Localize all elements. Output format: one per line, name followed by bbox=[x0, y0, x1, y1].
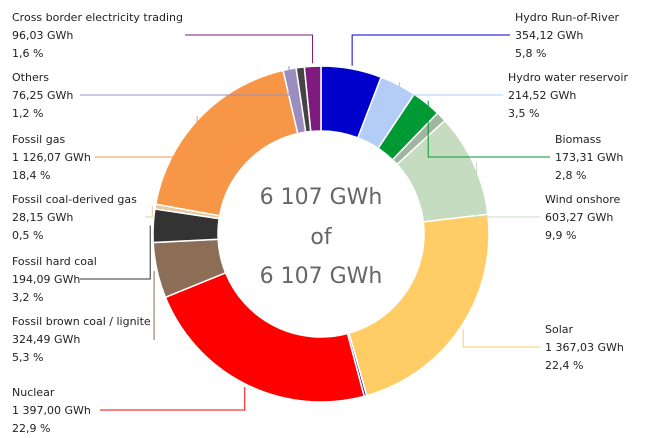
share-label: 5,3 % bbox=[12, 351, 43, 364]
leader-line bbox=[399, 82, 503, 96]
slice-label: Fossil coal-derived gas bbox=[12, 193, 137, 206]
slices bbox=[152, 65, 490, 403]
leader-line bbox=[145, 206, 153, 218]
value-label: 28,15 GWh bbox=[12, 211, 73, 224]
share-label: 9,9 % bbox=[545, 229, 576, 242]
leader-line bbox=[475, 162, 540, 218]
share-label: 5,8 % bbox=[515, 47, 546, 60]
share-label: 3,5 % bbox=[508, 107, 539, 120]
slice-label: Biomass bbox=[555, 133, 602, 146]
slice-label: Solar bbox=[545, 323, 574, 336]
share-label: 1,2 % bbox=[12, 107, 43, 120]
value-label: 1 367,03 GWh bbox=[545, 341, 624, 354]
leader-line bbox=[427, 100, 550, 158]
leader-line bbox=[80, 66, 290, 96]
slice-label: Fossil gas bbox=[12, 133, 65, 146]
leader-line bbox=[185, 34, 314, 64]
share-label: 22,9 % bbox=[12, 422, 50, 435]
leader-line bbox=[462, 328, 540, 348]
leader-line bbox=[153, 271, 155, 340]
center-text: 6 107 GWh bbox=[260, 185, 383, 210]
slice-label: Fossil brown coal / lignite bbox=[12, 315, 151, 328]
slice-label: Hydro water reservoir bbox=[508, 71, 628, 84]
slice-label: Others bbox=[12, 71, 49, 84]
value-label: 194,09 GWh bbox=[12, 273, 80, 286]
slice-label: Fossil hard coal bbox=[12, 255, 97, 268]
share-label: 0,5 % bbox=[12, 229, 43, 242]
leader-line bbox=[95, 116, 198, 158]
slice-label: Nuclear bbox=[12, 386, 55, 399]
value-label: 96,03 GWh bbox=[12, 29, 73, 42]
center-text: of bbox=[310, 225, 332, 250]
leader-line bbox=[80, 225, 151, 280]
share-label: 22,4 % bbox=[545, 359, 583, 372]
slice-label: Hydro Run-of-River bbox=[515, 11, 619, 24]
value-label: 1 397,00 GWh bbox=[12, 404, 91, 417]
slice-label: Cross border electricity trading bbox=[12, 11, 183, 24]
share-label: 1,6 % bbox=[12, 47, 43, 60]
share-label: 3,2 % bbox=[12, 291, 43, 304]
center-text: 6 107 GWh bbox=[260, 264, 383, 289]
share-label: 2,8 % bbox=[555, 169, 586, 182]
value-label: 354,12 GWh bbox=[515, 29, 583, 42]
slice bbox=[303, 65, 322, 133]
value-label: 173,31 GWh bbox=[555, 151, 623, 164]
labels: Hydro Run-of-River 354,12 GWh 5,8 % Hydro w… bbox=[12, 11, 628, 435]
slice bbox=[164, 271, 366, 403]
value-label: 603,27 GWh bbox=[545, 211, 613, 224]
slice-label: Wind onshore bbox=[545, 193, 621, 206]
value-label: 76,25 GWh bbox=[12, 89, 73, 102]
value-label: 324,49 GWh bbox=[12, 333, 80, 346]
leader-line bbox=[351, 34, 510, 66]
share-label: 18,4 % bbox=[12, 169, 50, 182]
value-label: 1 126,07 GWh bbox=[12, 151, 91, 164]
leader-line bbox=[100, 387, 246, 411]
value-label: 214,52 GWh bbox=[508, 89, 576, 102]
slice bbox=[348, 213, 490, 397]
